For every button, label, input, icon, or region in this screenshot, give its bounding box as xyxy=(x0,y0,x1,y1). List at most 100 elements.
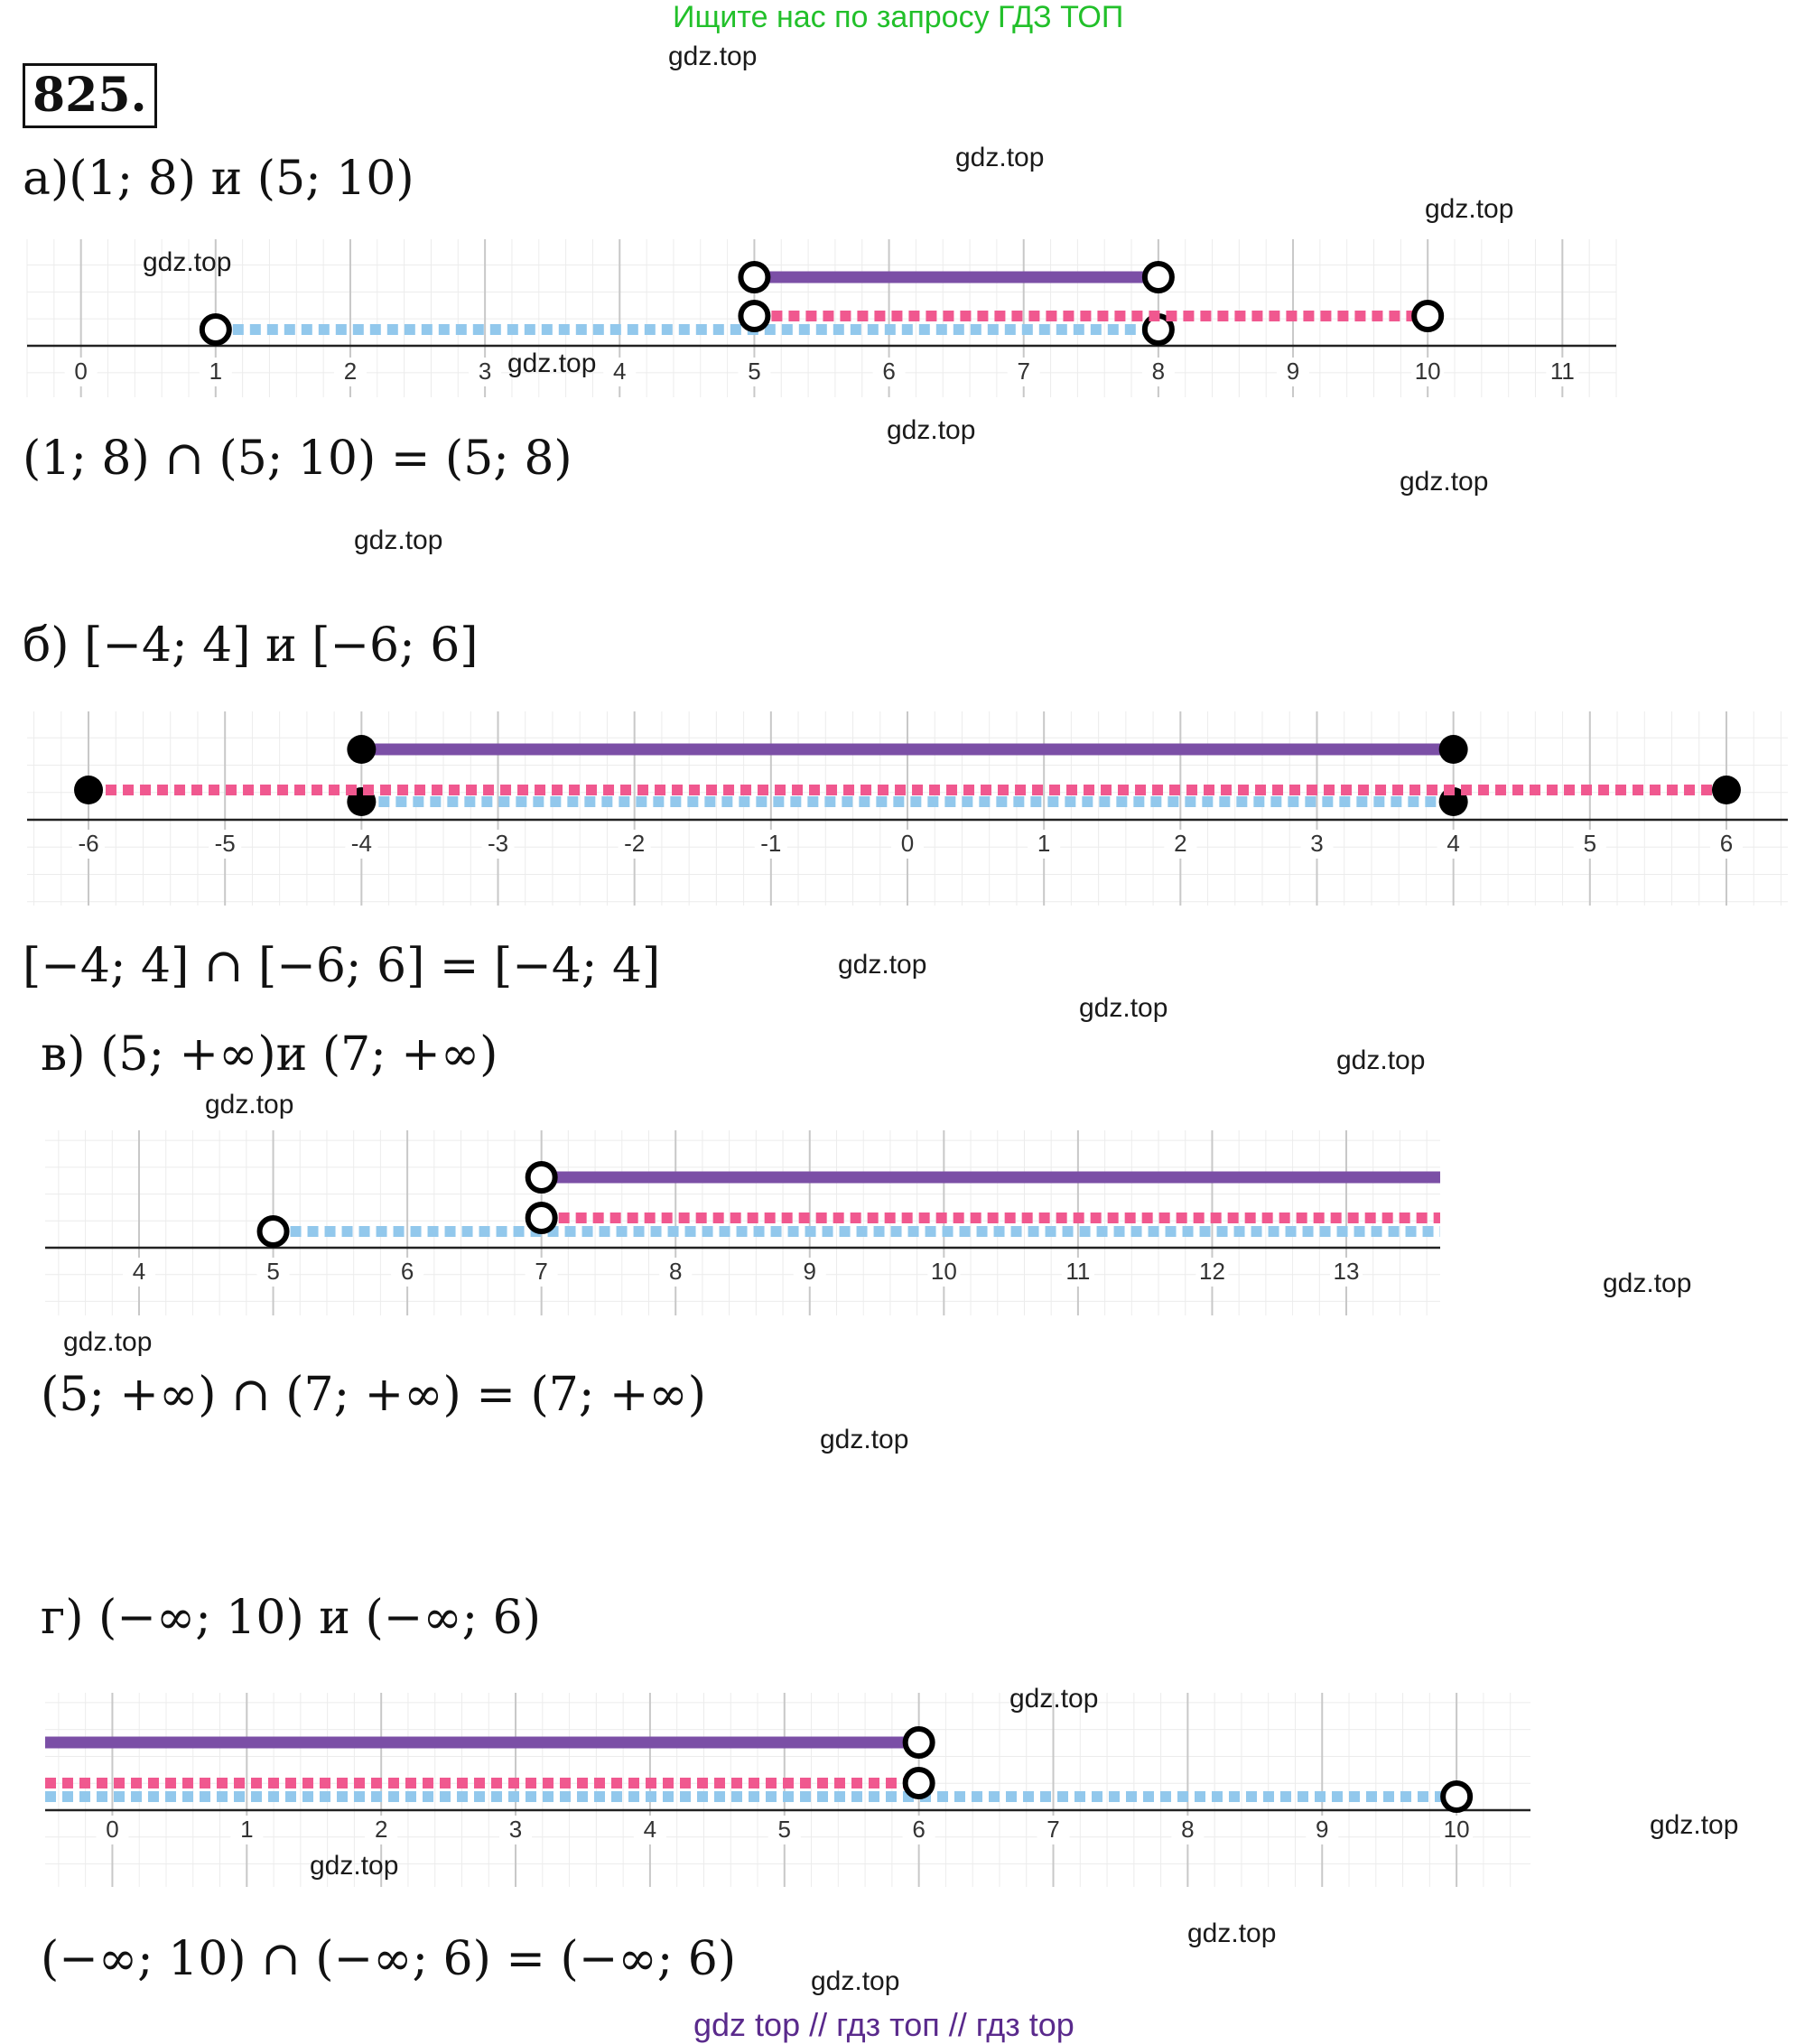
tick-label-bg xyxy=(891,830,924,859)
tick-label-bg xyxy=(618,830,651,859)
watermark: gdz.top xyxy=(820,1425,909,1454)
tick-label-bg xyxy=(391,1258,424,1287)
tick-label-bg xyxy=(1709,830,1743,859)
watermark: gdz.top xyxy=(354,525,443,555)
tick-label: -6 xyxy=(78,830,98,857)
part-b-result: [−4; 4] ∩ [−6; 6] = [−4; 4] xyxy=(23,939,661,993)
tick-label-bg xyxy=(1300,830,1334,859)
tick-label: 9 xyxy=(1287,358,1299,385)
interval-second-start-open-point xyxy=(738,300,771,332)
tick-label: 4 xyxy=(133,1258,145,1285)
tick-label-bg xyxy=(1306,1816,1339,1844)
tick-label-bg xyxy=(1440,1816,1474,1844)
grid xyxy=(27,711,1788,906)
tick-label: 3 xyxy=(1310,830,1323,857)
tick-label: 10 xyxy=(931,1258,957,1285)
tick-label: 6 xyxy=(882,358,895,385)
interval-first-end-open-point xyxy=(1440,1780,1474,1813)
tick-label-bg xyxy=(927,1258,961,1287)
interval-second-start-open-point xyxy=(525,1202,558,1234)
tick-label: 0 xyxy=(901,830,914,857)
tick-label-bg xyxy=(1573,830,1606,859)
tick-label-bg xyxy=(1007,358,1040,386)
tick-label: 2 xyxy=(344,358,357,385)
watermark: gdz.top xyxy=(310,1851,399,1881)
watermark: gdz.top xyxy=(1009,1684,1099,1714)
tick-label: 3 xyxy=(509,1816,522,1843)
tick-label: 7 xyxy=(1017,358,1029,385)
interval-first-start-open-point xyxy=(256,1215,290,1248)
tick-label: 5 xyxy=(778,1816,791,1843)
tick-label: -5 xyxy=(215,830,236,857)
interval-second-end-closed-point xyxy=(1711,776,1741,804)
tick-label-bg xyxy=(1141,358,1175,386)
part-v-label: в) (5; +∞)и (7; +∞) xyxy=(41,1027,498,1082)
tick-label-bg xyxy=(209,830,242,859)
part-b-label: б) [−4; 4] и [−6; 6] xyxy=(23,618,479,673)
tick-label-bg xyxy=(122,1258,155,1287)
watermark: gdz.top xyxy=(1603,1268,1692,1298)
watermark: gdz.top xyxy=(955,143,1045,172)
interval-second-end-open-point xyxy=(902,1767,935,1799)
tick-label: 4 xyxy=(613,358,626,385)
interval-second-end-open-point xyxy=(1411,300,1445,332)
part-v-result: (5; +∞) ∩ (7; +∞) = (7; +∞) xyxy=(41,1368,707,1422)
tick-label-bg xyxy=(333,358,367,386)
watermark: gdz.top xyxy=(838,950,927,980)
tick-label: 5 xyxy=(1584,830,1596,857)
tick-label: 6 xyxy=(1720,830,1733,857)
tick-label: 11 xyxy=(1065,1258,1090,1285)
tick-label: 4 xyxy=(644,1816,656,1843)
interval-intersection-end-closed-point xyxy=(1438,735,1468,764)
tick-label-bg xyxy=(499,1816,533,1844)
tick-label: 10 xyxy=(1415,358,1441,385)
watermark: gdz.top xyxy=(143,247,232,277)
tick-label: -2 xyxy=(624,830,645,857)
tick-label-bg xyxy=(230,1816,264,1844)
tick-label: -4 xyxy=(351,830,372,857)
tick-label-bg xyxy=(525,1258,558,1287)
tick-label-bg xyxy=(1164,830,1197,859)
tick-label: 13 xyxy=(1334,1258,1360,1285)
tick-label: 9 xyxy=(1316,1816,1328,1843)
tick-label: 7 xyxy=(535,1258,547,1285)
tick-label-bg xyxy=(481,830,515,859)
tick-label-bg xyxy=(1330,1258,1363,1287)
watermark: gdz.top xyxy=(668,42,758,71)
tick-label: 8 xyxy=(1152,358,1165,385)
tick-label: 1 xyxy=(209,358,222,385)
watermark: gdz.top xyxy=(1400,467,1489,497)
interval-intersection-end-open-point xyxy=(1141,261,1175,293)
watermark: gdz.top xyxy=(507,348,597,378)
tick-label: 6 xyxy=(401,1258,414,1285)
tick-label-bg xyxy=(199,358,232,386)
tick-label: 1 xyxy=(1037,830,1050,857)
part-g-label: г) (−∞; 10) и (−∞; 6) xyxy=(41,1591,542,1645)
number-line-v: 4 5 6 7 8 9 10 11 12 13 xyxy=(45,1130,1440,1315)
tick-label: 12 xyxy=(1199,1258,1225,1285)
tick-label-bg xyxy=(754,830,787,859)
tick-label-bg xyxy=(1411,358,1445,386)
tick-label-bg xyxy=(1037,1816,1070,1844)
tick-label: -1 xyxy=(760,830,781,857)
watermark: gdz.top xyxy=(811,1966,900,1996)
search-banner: Ищите нас по запросу ГДЗ ТОП xyxy=(673,0,1124,34)
watermark: gdz.top xyxy=(205,1090,294,1120)
tick-label-bg xyxy=(96,1816,129,1844)
footer-links: gdz top // гдз топ // гдз top xyxy=(693,2006,1074,2043)
tick-label-bg xyxy=(633,1816,666,1844)
tick-label: 0 xyxy=(74,358,87,385)
tick-label-bg xyxy=(659,1258,693,1287)
tick-label-bg xyxy=(469,358,502,386)
tick-label-bg xyxy=(345,830,378,859)
part-a-result: (1; 8) ∩ (5; 10) = (5; 8) xyxy=(23,432,572,486)
interval-intersection-start-closed-point xyxy=(347,735,377,764)
tick-label: 3 xyxy=(479,358,491,385)
tick-label-bg xyxy=(793,1258,826,1287)
tick-label: 2 xyxy=(1174,830,1186,857)
interval-intersection-start-open-point xyxy=(738,261,771,293)
interval-intersection-end-open-point xyxy=(902,1726,935,1759)
part-g-result: (−∞; 10) ∩ (−∞; 6) = (−∞; 6) xyxy=(41,1932,737,1986)
tick-label: 11 xyxy=(1550,358,1575,385)
watermark: gdz.top xyxy=(1187,1919,1277,1948)
